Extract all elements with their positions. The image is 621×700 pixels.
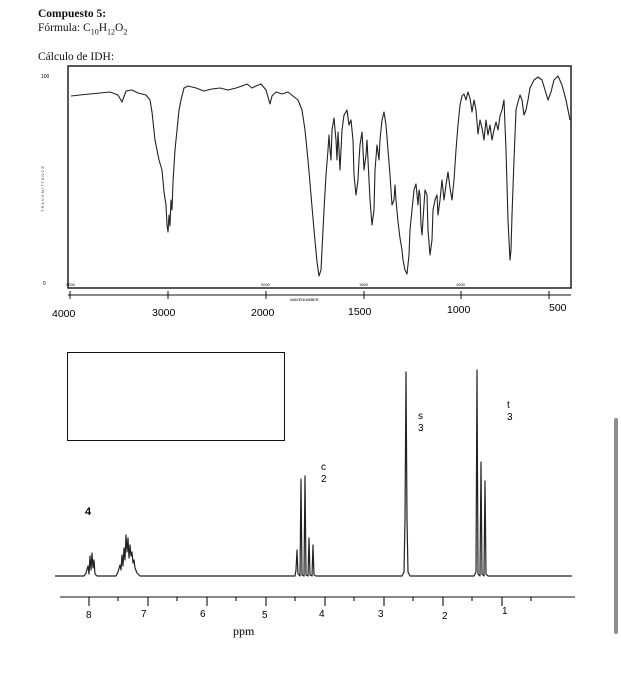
ir-axis-title-small: WAVENUMBER — [290, 297, 319, 302]
nmr-tick-6: 6 — [200, 609, 206, 620]
formula-subscript-c: 10 — [90, 27, 99, 37]
nmr-quartet-integration: 2 — [321, 474, 327, 485]
nmr-tick-8: 8 — [86, 610, 92, 621]
nmr-spectrum: 8 7 6 5 4 3 2 1 ppm 4 c 2 s 3 t 3 — [55, 369, 575, 638]
ir-axis-label-4000: 4000 — [52, 308, 76, 320]
formula-prefix: Fórmula: C — [38, 22, 91, 34]
ir-axis-label-1500: 1500 — [348, 306, 372, 318]
nmr-tick-5: 5 — [262, 610, 268, 621]
molecular-formula: Fórmula: C10H12O2 — [38, 21, 127, 39]
ir-frame — [67, 65, 572, 289]
formula-o: O — [115, 22, 124, 34]
ir-axis-label-3000: 3000 — [152, 307, 176, 319]
nmr-triplet-integration: 3 — [507, 412, 513, 423]
compound-title: Compuesto 5: — [38, 8, 107, 20]
ir-axis-small-1500: 1500 — [359, 282, 369, 287]
formula-subscript-o: 2 — [123, 27, 128, 37]
answer-box[interactable] — [67, 352, 285, 441]
nmr-aromatic-integration: 4 — [85, 506, 92, 518]
nmr-singlet-integration: 3 — [418, 423, 424, 434]
ir-spectrum: 100 0 T R A N S M I T T A N C E 4000 200… — [40, 65, 572, 320]
formula-h: H — [98, 22, 108, 34]
nmr-trace — [55, 369, 572, 577]
ir-axis-label-2000: 2000 — [251, 307, 275, 319]
idh-label: Cálculo de IDH: — [38, 51, 115, 63]
ir-y-bottom-label: 0 — [43, 281, 46, 287]
nmr-axis-unit: ppm — [233, 624, 255, 638]
nmr-singlet-multiplicity: s — [418, 411, 423, 422]
nmr-tick-3: 3 — [378, 609, 384, 620]
ir-y-axis-title: T R A N S M I T T A N C E — [40, 166, 45, 212]
formula-subscript-h: 12 — [107, 27, 116, 37]
nmr-triplet-multiplicity: t — [507, 400, 510, 411]
svg-text:T R A N S M I T T A N C E: T R A N S M I T T A N C E — [40, 166, 45, 212]
ir-axis-small-1000: 1000 — [456, 282, 466, 287]
nmr-tick-2: 2 — [442, 611, 448, 622]
ir-axis-label-1000: 1000 — [447, 304, 471, 316]
ir-axis-small-4000: 4000 — [66, 282, 76, 287]
ir-y-top-label: 100 — [41, 74, 50, 80]
nmr-tick-7: 7 — [141, 609, 147, 620]
nmr-tick-1: 1 — [502, 606, 508, 617]
ir-axis-label-500: 500 — [549, 302, 567, 314]
ir-axis-small-2000: 2000 — [261, 282, 271, 287]
nmr-quartet-multiplicity: c — [321, 462, 326, 473]
ir-spectrum-trace — [70, 75, 571, 277]
nmr-tick-4: 4 — [319, 609, 325, 620]
vertical-scrollbar[interactable] — [614, 418, 618, 634]
